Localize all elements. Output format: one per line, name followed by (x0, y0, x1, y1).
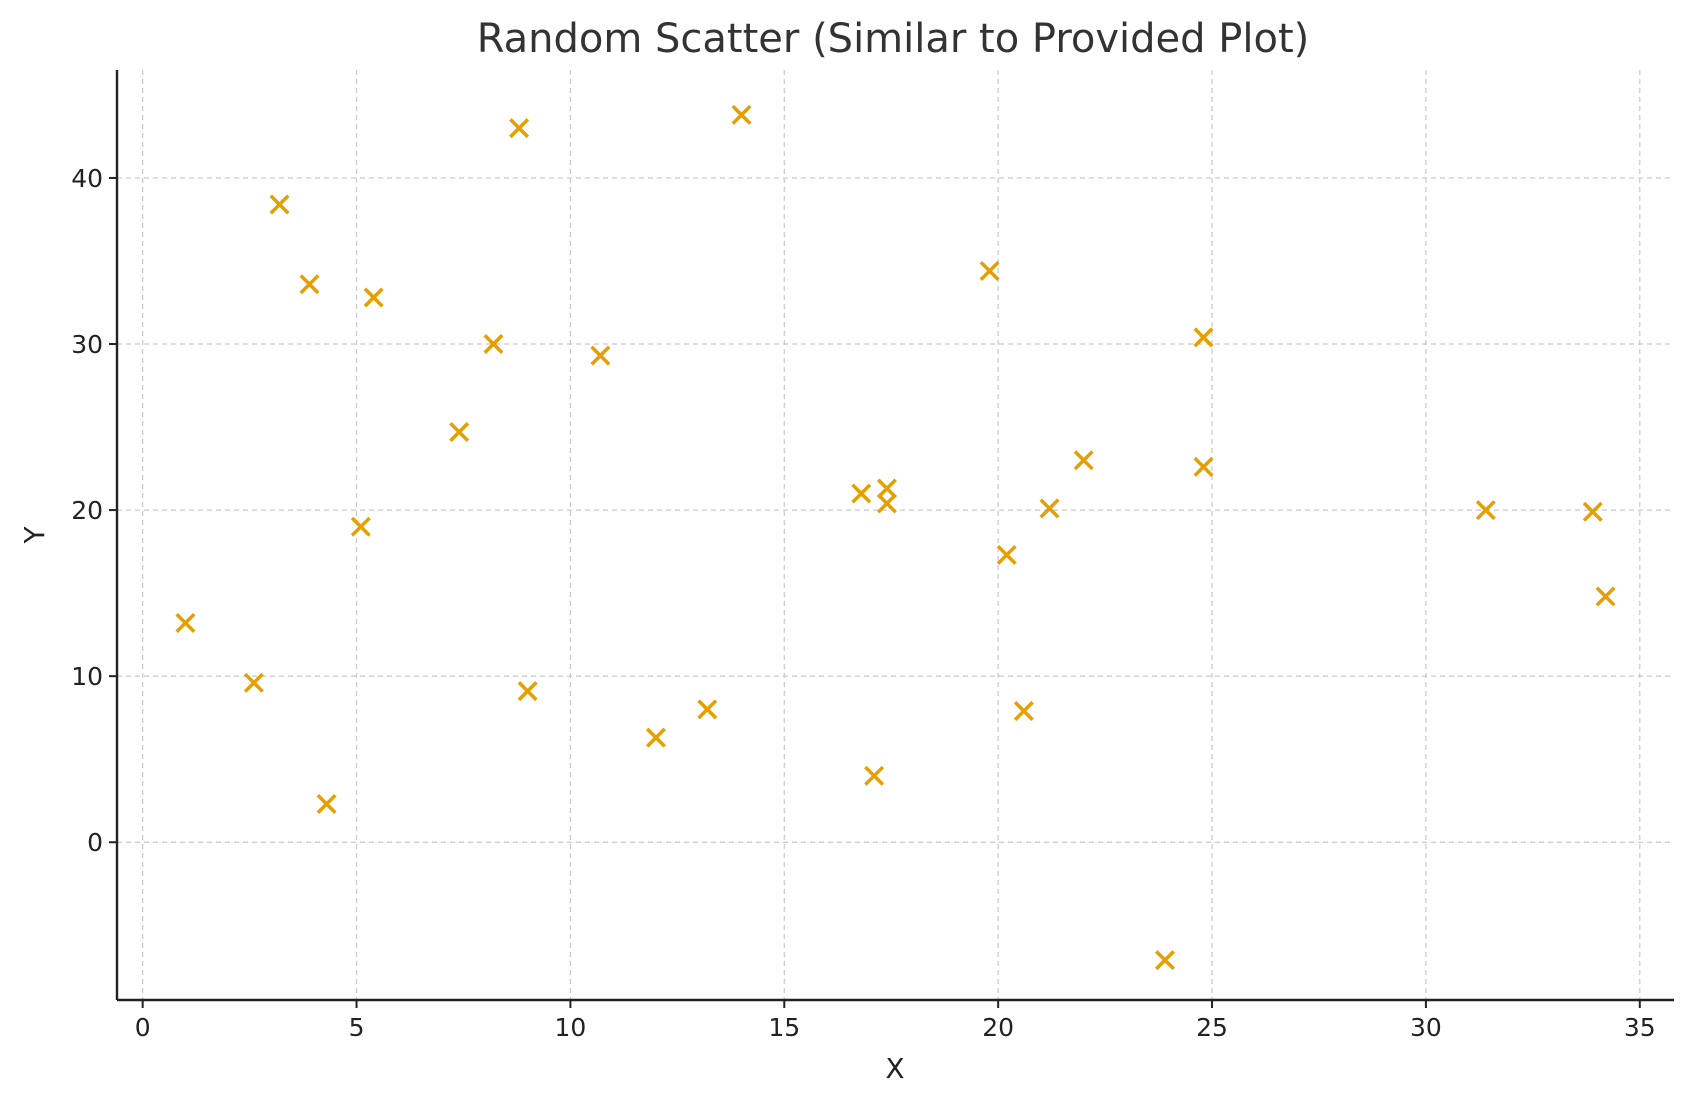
data-point (851, 483, 872, 504)
data-point (517, 681, 538, 702)
data-point (876, 478, 897, 499)
y-tick-label: 10 (71, 662, 103, 691)
data-point (1193, 456, 1214, 477)
data-point (876, 493, 897, 514)
data-point (449, 422, 470, 443)
grid-lines (117, 70, 1674, 1000)
x-axis-label: X (885, 1052, 904, 1085)
x-axis-ticks: 0 5 10 15 20 25 30 35 (135, 1000, 1656, 1042)
x-tick-label: 0 (135, 1013, 151, 1042)
data-point (1039, 498, 1060, 519)
data-point (316, 794, 337, 815)
x-tick-label: 35 (1624, 1013, 1656, 1042)
x-tick-label: 15 (768, 1013, 800, 1042)
data-point (1193, 327, 1214, 348)
axes-spines (115, 70, 1674, 1002)
y-tick-label: 40 (71, 164, 103, 193)
x-tick-label: 25 (1196, 1013, 1228, 1042)
y-tick-label: 30 (71, 330, 103, 359)
data-point (697, 699, 718, 720)
y-tick-label: 0 (87, 828, 103, 857)
x-tick-label: 30 (1410, 1013, 1442, 1042)
chart-title: Random Scatter (Similar to Provided Plot… (477, 16, 1310, 62)
x-tick-label: 20 (982, 1013, 1014, 1042)
data-point (1155, 950, 1175, 971)
data-point (1073, 450, 1094, 471)
data-point (363, 287, 384, 308)
data-point (350, 516, 371, 537)
y-tick-label: 20 (71, 496, 103, 525)
x-tick-label: 10 (555, 1013, 587, 1042)
data-point (509, 118, 530, 139)
data-point (1595, 586, 1616, 607)
data-point (645, 727, 666, 748)
data-point (996, 544, 1017, 565)
data-point (979, 260, 1000, 281)
data-point (175, 613, 196, 633)
data-point (483, 334, 504, 354)
data-point (243, 672, 264, 693)
data-point (299, 274, 320, 295)
data-point (590, 345, 611, 366)
data-point (1013, 701, 1034, 722)
data-point (731, 104, 752, 125)
y-axis-ticks: 0 10 20 30 40 (71, 164, 117, 857)
data-points (175, 104, 1616, 971)
data-point (1475, 500, 1496, 521)
x-tick-label: 5 (349, 1013, 365, 1042)
data-point (1582, 501, 1603, 522)
data-point (269, 194, 290, 215)
data-point (864, 765, 885, 786)
y-axis-label: Y (18, 526, 51, 545)
